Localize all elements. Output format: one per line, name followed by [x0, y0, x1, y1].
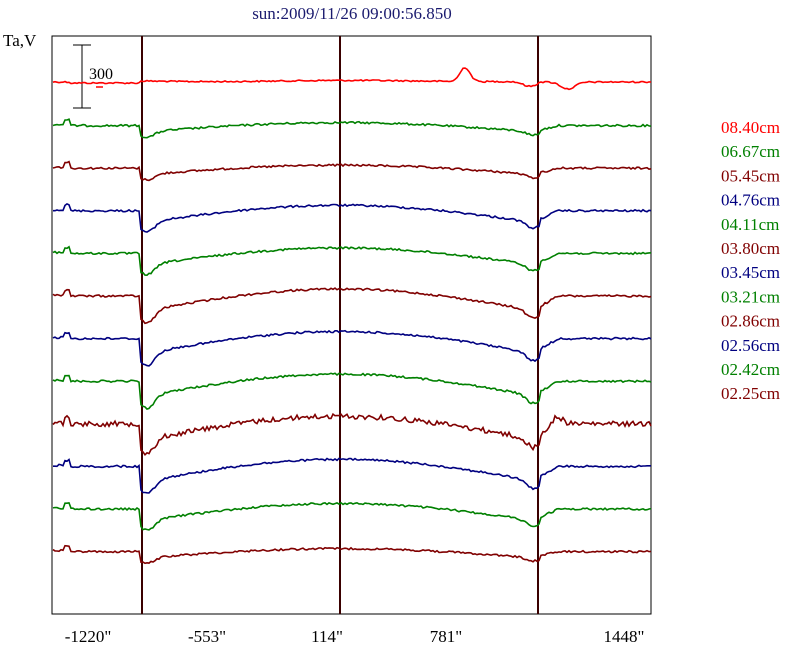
x-tick-label: 781": [430, 627, 462, 646]
x-tick-label: 1448": [604, 627, 645, 646]
scale-bar-label: 300: [89, 66, 113, 83]
scale-bar: 300: [73, 44, 113, 109]
legend-entry: 03.21cm: [721, 287, 780, 306]
legend-entry: 04.11cm: [721, 215, 779, 234]
series-line-02.86cm: [52, 412, 652, 457]
legend-entry: 02.86cm: [721, 312, 780, 331]
y-axis-label: Ta,V: [3, 31, 37, 50]
series-line-03.45cm: [52, 329, 652, 367]
series-line-06.67cm: [52, 118, 652, 139]
chart-title: sun:2009/11/26 09:00:56.850: [252, 4, 452, 23]
legend-entry: 08.40cm: [721, 118, 780, 137]
legend-entry: 03.80cm: [721, 239, 780, 258]
legend-entry: 02.56cm: [721, 336, 780, 355]
x-tick-label: -1220": [65, 627, 112, 646]
vertical-markers: [141, 36, 539, 614]
series-line-03.80cm: [52, 287, 652, 325]
series-line-05.45cm: [52, 160, 652, 182]
legend-entry: 05.45cm: [721, 166, 780, 185]
series-line-03.21cm: [52, 372, 652, 411]
series-line-08.40cm: [52, 67, 652, 91]
legend-entry: 02.42cm: [721, 360, 780, 379]
legend-entry: 06.67cm: [721, 142, 780, 161]
x-tick-label: -553": [188, 627, 226, 646]
series-line-04.11cm: [52, 245, 652, 277]
series-line-02.42cm: [52, 501, 652, 531]
legend-entry: 02.25cm: [721, 384, 780, 403]
legend-entry: 03.45cm: [721, 263, 780, 282]
series-line-02.25cm: [52, 544, 652, 565]
series-line-02.56cm: [53, 457, 651, 494]
x-axis: -1220" -553" 114" 781" 1448": [65, 627, 645, 646]
plot-frame: [51, 35, 652, 615]
series-line-04.76cm: [53, 202, 652, 233]
legend: 08.40cm 06.67cm 05.45cm 04.76cm 04.11cm 03.80…: [721, 118, 780, 403]
legend-entry: 04.76cm: [721, 191, 780, 210]
x-tick-label: 114": [311, 627, 343, 646]
series-layer: [52, 67, 652, 565]
